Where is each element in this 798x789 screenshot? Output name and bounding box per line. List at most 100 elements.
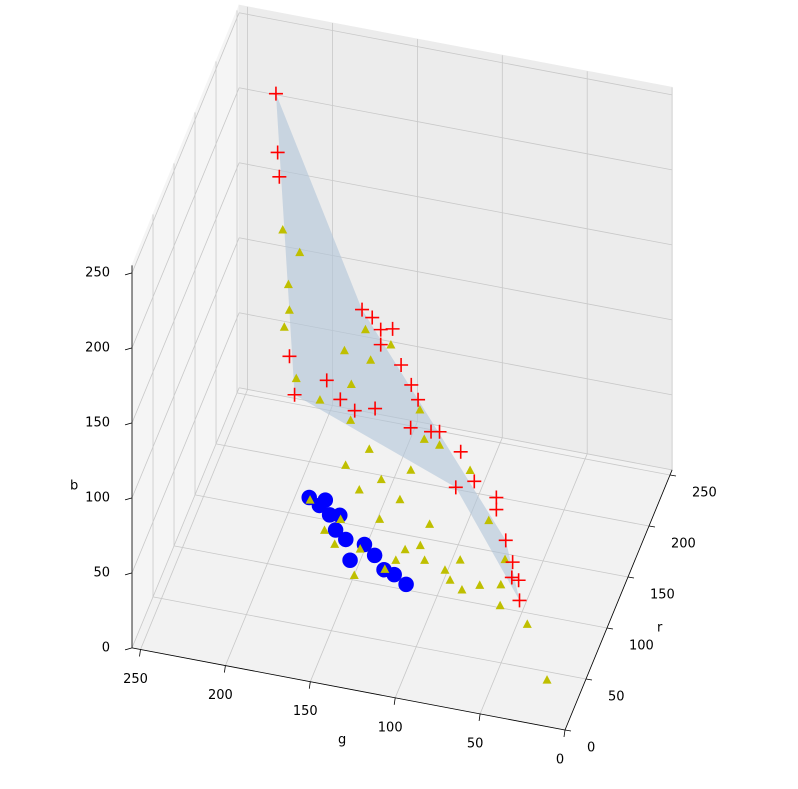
y-tick-label: 0 <box>556 753 564 768</box>
point <box>511 573 526 588</box>
point <box>287 387 302 402</box>
point <box>404 377 419 392</box>
point <box>338 531 354 548</box>
z-tick <box>124 347 133 351</box>
z-tick-label: 150 <box>85 415 110 430</box>
z-tick-label: 50 <box>93 565 110 580</box>
point <box>320 525 330 534</box>
grid-line <box>394 437 503 698</box>
point <box>342 552 358 569</box>
point <box>391 555 401 564</box>
point <box>415 540 425 550</box>
point <box>398 576 414 593</box>
point <box>346 415 356 424</box>
point <box>330 539 340 548</box>
x-tick-label: 150 <box>650 588 675 603</box>
point <box>366 547 383 564</box>
y-tick-label: 50 <box>467 736 484 751</box>
point <box>440 565 450 574</box>
y-axis-label: g <box>338 733 346 748</box>
grid-line <box>173 545 608 629</box>
point <box>355 302 370 317</box>
point <box>457 584 467 594</box>
point <box>333 392 348 407</box>
point <box>435 440 445 449</box>
point <box>489 490 504 505</box>
point <box>495 600 505 610</box>
point <box>279 322 289 331</box>
y-tick <box>393 697 396 705</box>
point <box>364 444 374 453</box>
grid-line <box>131 162 240 424</box>
grid-line <box>225 405 333 666</box>
grid-line <box>131 12 240 274</box>
y-tick-label: 150 <box>293 704 318 719</box>
point <box>365 310 380 325</box>
point <box>317 492 334 508</box>
point <box>420 555 430 564</box>
point <box>489 502 504 517</box>
grid-line <box>239 87 673 171</box>
point <box>354 485 364 494</box>
z-tick-label: 200 <box>85 340 110 355</box>
point <box>445 575 455 584</box>
point <box>305 495 315 504</box>
x-axis-label: r <box>657 621 663 636</box>
z-tick-label: 250 <box>85 265 110 280</box>
point <box>341 460 351 469</box>
point <box>376 474 386 484</box>
y-tick <box>563 729 566 738</box>
point <box>386 340 396 349</box>
point <box>360 324 370 334</box>
point <box>419 434 429 443</box>
point <box>270 145 285 160</box>
grid-line <box>479 453 588 715</box>
point <box>415 405 425 414</box>
point <box>465 465 475 475</box>
point <box>368 401 383 416</box>
point <box>498 533 513 548</box>
point <box>380 564 390 573</box>
x-tick-label: 200 <box>671 537 696 552</box>
point <box>373 322 388 337</box>
y-tick-label: 250 <box>123 672 148 687</box>
surface <box>275 93 520 601</box>
point <box>500 554 510 564</box>
x-tick-label: 250 <box>692 486 717 501</box>
grid-line <box>194 494 629 578</box>
x-tick <box>606 627 614 630</box>
grid-line <box>131 87 240 349</box>
point <box>512 593 527 608</box>
point <box>339 345 349 355</box>
point <box>336 514 346 523</box>
point <box>284 305 294 314</box>
point <box>366 355 376 364</box>
point <box>394 357 409 372</box>
point <box>386 566 402 583</box>
point <box>346 379 356 389</box>
point <box>403 420 418 435</box>
y-tick <box>139 649 141 657</box>
point <box>282 349 297 364</box>
point <box>278 224 288 234</box>
point <box>522 619 532 628</box>
point <box>400 544 410 554</box>
point <box>375 514 385 523</box>
point <box>425 519 435 528</box>
z-tick <box>124 422 133 426</box>
point <box>406 465 416 474</box>
x-tick-label: 100 <box>629 639 654 654</box>
x-tick <box>585 678 593 681</box>
x-tick <box>564 729 572 732</box>
grid-line <box>215 443 650 527</box>
y-axis-line <box>131 647 566 731</box>
point <box>504 570 519 585</box>
point <box>455 555 465 564</box>
point <box>542 675 552 684</box>
z-tick <box>124 272 133 276</box>
grid-line <box>131 237 240 499</box>
point <box>496 579 506 589</box>
grid-line <box>131 312 240 574</box>
point <box>272 169 287 184</box>
grid-line <box>239 162 673 246</box>
